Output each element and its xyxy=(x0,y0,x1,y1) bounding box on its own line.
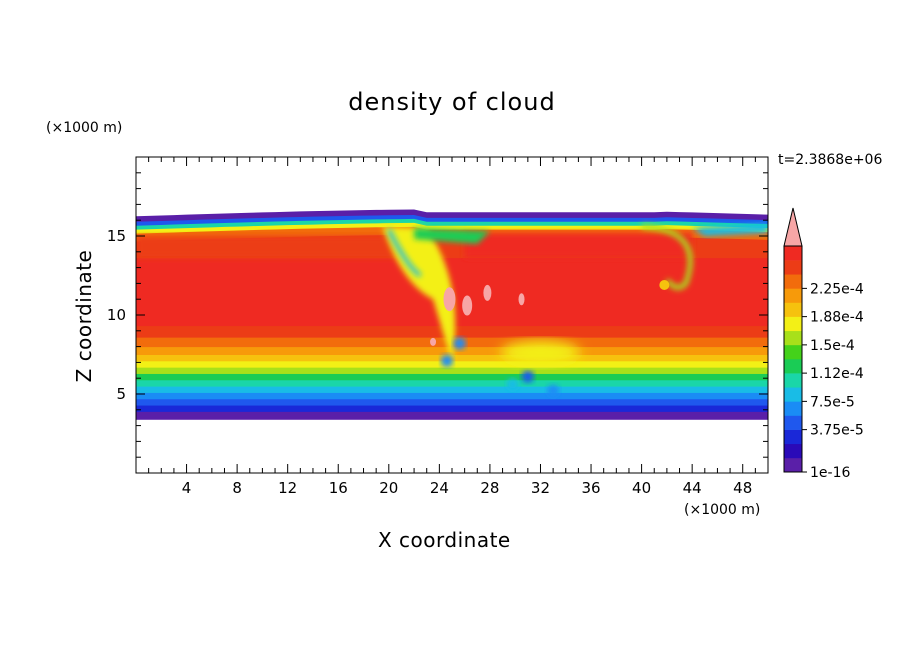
colorbar-label: 7.5e-5 xyxy=(810,394,855,410)
vortex-patch xyxy=(547,384,560,397)
chart-title: density of cloud xyxy=(348,88,556,116)
turbulent-plume xyxy=(500,340,581,365)
cloud-lower-band xyxy=(136,392,768,400)
colorbar-extend-triangle xyxy=(783,207,803,247)
cloud-lower-band xyxy=(136,411,768,420)
maximum-patch xyxy=(430,337,437,346)
x-tick-label: 8 xyxy=(232,479,242,497)
colorbar-swatch xyxy=(784,330,802,346)
x-axis-ticks: 4 8 12 16 20 24 28 32 36 40 44 48 xyxy=(148,157,756,497)
turbulent-plume xyxy=(382,226,456,363)
colorbar-swatch xyxy=(784,302,802,317)
cloud-core-band xyxy=(464,232,693,259)
x-axis-unit: (×1000 m) xyxy=(684,502,761,518)
time-label: t=2.3868e+06 xyxy=(778,152,883,168)
x-axis-label: X coordinate xyxy=(378,528,511,552)
colorbar-swatch xyxy=(784,457,802,473)
cloud-lower-band xyxy=(136,405,768,412)
maximum-patch xyxy=(483,284,492,301)
vortex-patch xyxy=(440,354,453,367)
y-tick-label: 10 xyxy=(107,306,126,324)
x-tick-label: 48 xyxy=(733,479,752,497)
vortex-patch xyxy=(506,378,519,391)
colorbar-swatch xyxy=(784,373,802,388)
colorbar-swatch xyxy=(784,429,802,445)
x-tick-label: 40 xyxy=(632,479,651,497)
overturning-lobe xyxy=(692,223,768,236)
contour-field xyxy=(136,209,768,420)
vortex-patch xyxy=(453,337,466,350)
vortex-patch xyxy=(521,370,534,383)
x-tick-label: 24 xyxy=(430,479,449,497)
turbulent-plume xyxy=(387,228,422,278)
y-axis-ticks: 5 10 15 xyxy=(107,172,768,458)
colorbar: 2.25e-4 1.88e-4 1.5e-4 1.12e-4 7.5e-5 3.75e-5… xyxy=(783,207,864,481)
colorbar-swatch xyxy=(784,274,802,289)
colorbar-swatch xyxy=(784,288,802,303)
colorbar-swatch xyxy=(784,443,802,459)
x-tick-label: 16 xyxy=(329,479,348,497)
x-tick-label: 28 xyxy=(480,479,499,497)
cloud-lower-band xyxy=(136,398,768,406)
colorbar-label: 2.25e-4 xyxy=(810,281,864,297)
colorbar-label: 1.12e-4 xyxy=(810,366,864,382)
colorbar-swatch xyxy=(784,246,802,261)
colorbar-swatch xyxy=(784,344,802,360)
overturning-lobe xyxy=(659,279,670,290)
maximum-patch xyxy=(462,295,473,316)
colorbar-swatch xyxy=(784,401,802,416)
y-tick-label: 15 xyxy=(107,227,126,245)
cloud-lower-band xyxy=(136,386,768,393)
colorbar-label: 1.5e-4 xyxy=(810,338,855,354)
x-tick-label: 12 xyxy=(278,479,297,497)
x-tick-label: 20 xyxy=(379,479,398,497)
overturning-lobe xyxy=(641,224,693,290)
colorbar-swatch xyxy=(784,359,802,374)
colorbar-swatch xyxy=(784,387,802,402)
colorbar-swatch xyxy=(784,415,802,430)
cloud-lower-band xyxy=(136,360,768,368)
x-tick-label: 44 xyxy=(683,479,702,497)
y-tick-label: 5 xyxy=(116,385,126,403)
cloud-lower-band xyxy=(136,367,768,374)
x-tick-label: 4 xyxy=(182,479,192,497)
colorbar-label: 3.75e-5 xyxy=(810,423,864,439)
y-axis-unit: (×1000 m) xyxy=(46,120,123,136)
x-tick-label: 32 xyxy=(531,479,550,497)
x-tick-label: 36 xyxy=(581,479,600,497)
cloud-core-band xyxy=(136,236,415,259)
cloud-lower-band xyxy=(136,379,768,387)
colorbar-swatch xyxy=(784,260,802,275)
turbulent-plume xyxy=(414,228,490,244)
maximum-patch xyxy=(518,293,525,306)
cloud-lower-band xyxy=(136,373,768,381)
maximum-patch xyxy=(443,287,456,312)
colorbar-label: 1e-16 xyxy=(810,465,850,481)
colorbar-swatch xyxy=(784,316,802,332)
colorbar-label: 1.88e-4 xyxy=(810,310,864,326)
